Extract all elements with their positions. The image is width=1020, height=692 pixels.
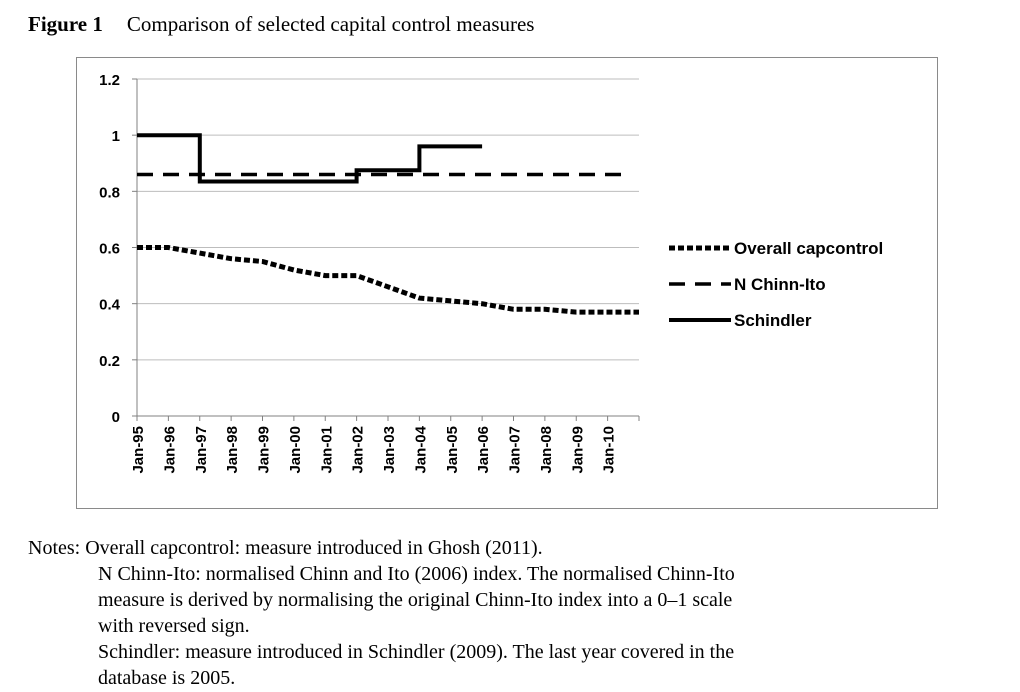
y-tick-label: 1 [112, 128, 120, 145]
line-chart: 0 0.2 0.4 0.6 0.8 1 1.2 Jan-95 Jan-96 Jan-97 Jan-9… [99, 72, 883, 474]
x-tick-label: Jan-95 [130, 426, 147, 474]
x-tick-label: Jan-07 [507, 426, 524, 474]
y-tick-label: 0.4 [99, 297, 121, 314]
notes: Notes: Overall capcontrol: measure intro… [28, 535, 1008, 691]
series-line [137, 245, 639, 315]
legend-label: N Chinn-Ito [734, 275, 826, 294]
x-tick-label: Jan-05 [444, 426, 461, 474]
y-tick-label: 0.2 [99, 353, 120, 370]
chart-frame: 0 0.2 0.4 0.6 0.8 1 1.2 Jan-95 Jan-96 Jan-97 Jan-9… [76, 57, 938, 509]
figure-label: Figure 1 [28, 12, 103, 36]
x-tick-label: Jan-02 [350, 426, 367, 474]
x-tick-label: Jan-97 [193, 426, 210, 474]
x-tick-label: Jan-06 [475, 426, 492, 474]
notes-line: Notes: Overall capcontrol: measure intro… [28, 537, 543, 559]
legend-label: Overall capcontrol [734, 239, 883, 258]
notes-line: with reversed sign. [98, 615, 250, 637]
notes-line: N Chinn-Ito: normalised Chinn and Ito (2… [98, 563, 735, 585]
x-tick-label: Jan-09 [569, 426, 586, 474]
x-tick-label: Jan-99 [256, 426, 273, 474]
x-tick-label: Jan-10 [601, 426, 618, 474]
notes-line: measure is derived by normalising the or… [98, 589, 733, 611]
x-tick-label: Jan-96 [161, 426, 178, 474]
series-line [137, 133, 483, 184]
y-tick-label: 0 [112, 409, 120, 426]
x-tick-label: Jan-01 [318, 426, 335, 474]
y-tick-label: 0.6 [99, 241, 120, 258]
figure-caption: Comparison of selected capital control m… [126, 12, 535, 36]
y-tick-label: 0.8 [99, 184, 120, 201]
figure-title: Figure 1 Comparison of selected capital c… [28, 12, 534, 37]
x-tick-label: Jan-04 [412, 425, 429, 473]
notes-line: Schindler: measure introduced in Schindl… [98, 641, 735, 663]
x-tick-label: Jan-08 [538, 426, 555, 474]
x-tick-label: Jan-98 [224, 426, 241, 474]
legend-label: Schindler [734, 311, 812, 330]
y-tick-label: 1.2 [99, 72, 120, 89]
x-tick-label: Jan-00 [287, 426, 304, 474]
x-tick-label: Jan-03 [381, 426, 398, 474]
notes-line: database is 2005. [98, 667, 236, 689]
